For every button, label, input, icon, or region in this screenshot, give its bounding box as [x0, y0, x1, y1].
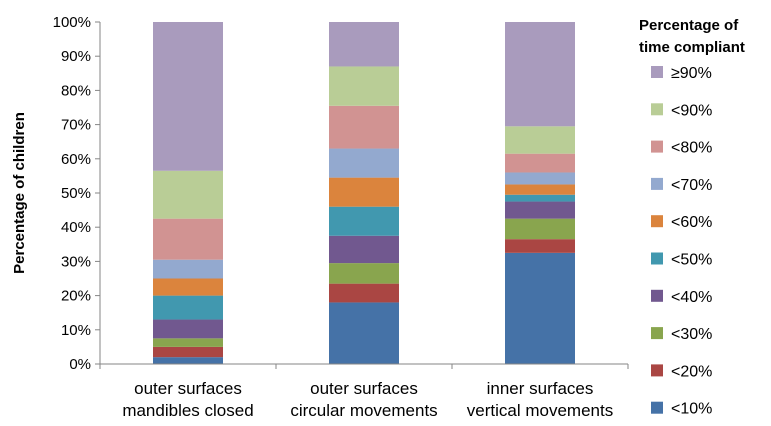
x-category-label: outer surfaces circular movements [290, 379, 437, 420]
y-tick-label: 30% [61, 253, 91, 270]
bar-segment [153, 319, 223, 339]
legend-label: <80% [671, 140, 712, 157]
legend-item: <20% [651, 363, 712, 380]
bar-stack [505, 22, 575, 364]
bar-segment [329, 105, 399, 149]
bar-segment [329, 206, 399, 236]
bar-segment [329, 263, 399, 284]
legend-swatch [651, 289, 663, 302]
x-category-label: outer surfaces mandibles closed [122, 379, 253, 420]
y-tick-label: 50% [61, 185, 91, 202]
y-tick-label: 40% [61, 219, 91, 236]
y-tick-label: 70% [61, 117, 91, 134]
legend-item: <70% [651, 177, 712, 194]
x-axis-category-labels: outer surfaces mandibles closed outer surf… [122, 379, 613, 420]
legend-label: <70% [671, 177, 712, 194]
bar-segment [153, 22, 223, 171]
bar-segment [153, 295, 223, 320]
bar-segment [329, 22, 399, 67]
legend-item: <60% [651, 214, 712, 231]
legend-swatch [651, 140, 663, 153]
legend-swatch [651, 177, 663, 190]
legend-swatch [651, 327, 663, 340]
legend-label: <90% [671, 102, 712, 119]
bar-segment [153, 218, 223, 260]
legend-swatch [651, 401, 663, 414]
bar-segment [505, 153, 575, 173]
legend-label: <30% [671, 326, 712, 343]
bar-segment [505, 194, 575, 202]
bar-segment [329, 235, 399, 264]
legend-label: ≥90% [671, 65, 712, 82]
legend-item: <40% [651, 289, 712, 306]
legend-title: Percentage of time compliant [639, 17, 745, 56]
bar-segment [505, 201, 575, 219]
y-tick-label: 80% [61, 82, 91, 99]
legend-swatch [651, 103, 663, 116]
bar-segment [505, 22, 575, 127]
legend-item: <30% [651, 326, 712, 343]
bar-segment [329, 148, 399, 178]
legend-item: <80% [651, 140, 712, 157]
y-tick-label: 20% [61, 288, 91, 305]
y-tick-label: 0% [69, 356, 91, 373]
y-tick-label: 60% [61, 151, 91, 168]
y-tick-label: 90% [61, 48, 91, 65]
legend-item: ≥90% [651, 65, 712, 82]
bar-segment [153, 170, 223, 219]
legend-swatch [651, 364, 663, 377]
bar-segment [329, 177, 399, 207]
bar-segment [505, 252, 575, 364]
legend-item: <90% [651, 102, 712, 119]
bar-segment [153, 278, 223, 296]
axes [99, 22, 629, 369]
bar-segment [153, 357, 223, 364]
legend: Percentage of time compliant ≥90% <90% <80% <… [639, 17, 745, 418]
bar-segment [153, 346, 223, 358]
legend-item: <10% [651, 401, 712, 418]
x-category-label: inner surfaces vertical movements [467, 379, 613, 420]
legend-swatch [651, 252, 663, 265]
bar-segment [329, 66, 399, 106]
bar-segment [329, 302, 399, 364]
legend-item: <50% [651, 252, 712, 269]
bar-segment [329, 283, 399, 303]
y-axis-label: Percentage of children [11, 112, 28, 274]
bar-stack [329, 22, 399, 364]
bar-segment [505, 184, 575, 195]
bars [153, 22, 575, 364]
y-axis-title: Percentage of children [11, 112, 28, 274]
bar-segment [505, 239, 575, 253]
legend-label: <40% [671, 289, 712, 306]
bar-segment [505, 218, 575, 240]
bar-segment [153, 338, 223, 347]
bar-segment [153, 259, 223, 279]
legend-label: <50% [671, 252, 712, 269]
y-tick-label: 100% [53, 14, 91, 31]
legend-swatch [651, 215, 663, 228]
legend-swatch [651, 66, 663, 78]
bar-stack [153, 22, 223, 364]
y-tick-label: 10% [61, 322, 91, 339]
legend-label: <10% [671, 401, 712, 418]
legend-label: <20% [671, 363, 712, 380]
bar-segment [505, 126, 575, 154]
legend-label: <60% [671, 214, 712, 231]
bar-segment [505, 172, 575, 185]
y-axis-ticks: 0% 10% 20% 30% 40% 50% 60% 70% 80% 90% 100% [53, 14, 100, 373]
